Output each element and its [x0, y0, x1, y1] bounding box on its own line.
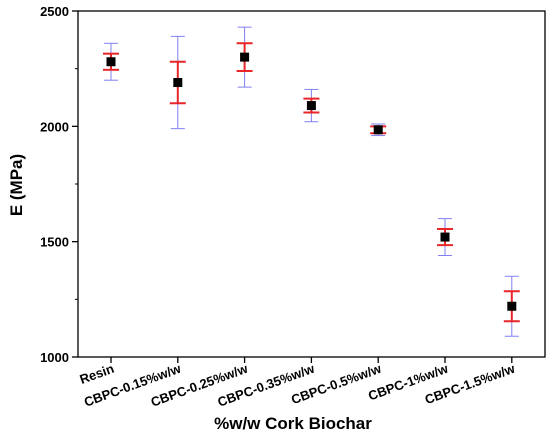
- y-tick-label-1: 1500: [40, 235, 69, 250]
- data-point-4: [373, 125, 383, 135]
- axes: [77, 10, 546, 358]
- data-point-1: [173, 78, 183, 88]
- data-point-0: [106, 57, 116, 67]
- plot-frame: [77, 10, 546, 358]
- y-tick-label-3: 2500: [40, 4, 69, 19]
- data-point-5: [440, 232, 450, 242]
- data-point-2: [240, 52, 250, 62]
- y-tick-label-0: 1000: [40, 350, 69, 365]
- x-ticks: ResinCBPC-0.15%w/wCBPC-0.25%w/wCBPC-0.35…: [78, 357, 518, 410]
- error-bars: [103, 26, 520, 337]
- x-tick-label-0: Resin: [78, 361, 116, 387]
- data-point-3: [306, 101, 316, 111]
- data-points: [106, 52, 517, 311]
- x-axis-title: %w/w Cork Biochar: [214, 414, 372, 433]
- data-point-6: [507, 301, 517, 311]
- y-tick-label-2: 2000: [40, 119, 69, 134]
- y-ticks: 1000 1500 2000 2500: [40, 4, 78, 365]
- y-axis-title: E (MPa): [7, 154, 26, 216]
